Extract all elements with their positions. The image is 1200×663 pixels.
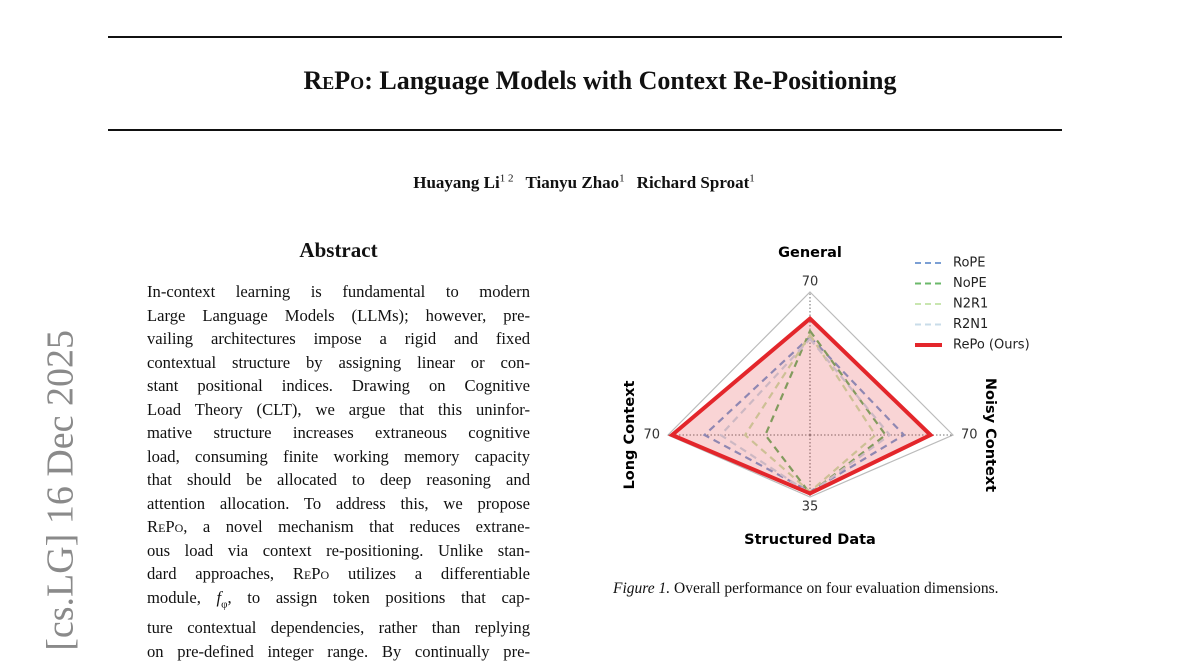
abstract-line: load, consuming finite working memory ca… (147, 445, 530, 469)
smallcaps-run: RePo (147, 517, 184, 536)
abstract-line: attention allocation. To address this, w… (147, 492, 530, 516)
text-run: ous load via context re-positioning. Unl… (147, 540, 530, 560)
series-polygon (719, 337, 892, 495)
abstract-line: module, fφ, to assign token positions th… (147, 586, 530, 617)
smallcaps-run: RePo (292, 564, 330, 583)
caption-text: Overall performance on four evaluation d… (670, 580, 999, 597)
abstract-line: ture contextual dependencies, rather tha… (147, 616, 530, 640)
abstract-line: that should be allocated to deep reasoni… (147, 468, 530, 492)
text-run: mative structure increases extraneous co… (147, 423, 530, 442)
text-run: dard approaches, (147, 564, 293, 583)
abstract-line: ous load via context re-positioning. Unl… (147, 539, 530, 563)
author: Richard Sproat1 (636, 172, 755, 192)
grid-ring (666, 291, 955, 498)
text-run: Large Language Models (LLMs); however, p… (147, 305, 530, 325)
legend-label: RoPE (953, 256, 985, 271)
text-run: vailing architectures impose a rigid and… (147, 329, 530, 348)
author-name: Tianyu Zhao (525, 172, 620, 192)
text-run: stant positional indices. Drawing on Cog… (147, 376, 530, 395)
text-run: , a novel mechanism that reduces extrane… (183, 517, 530, 536)
tick-label: 35 (802, 500, 819, 515)
legend-label: NoPE (953, 276, 987, 291)
title: RePo: Language Models with Context Re-Po… (0, 66, 1200, 96)
legend-label: RePo (Ours) (953, 338, 1030, 353)
top-rule (108, 36, 1062, 38)
math-symbol: f (216, 587, 222, 607)
text-run: ture contextual dependencies, rather tha… (147, 618, 530, 638)
text-run: utilizes a differentiable (329, 564, 531, 583)
arxiv-stamp: [cs.LG] 16 Dec 2025 (40, 330, 82, 648)
authors: Huayang Li1 2 Tianyu Zhao1 Richard Sproat1 (0, 172, 1168, 193)
abstract-line: stant positional indices. Drawing on Cog… (147, 374, 530, 398)
math-subscript: φ (221, 597, 228, 610)
abstract-line: dard approaches, RePo utilizes a differe… (147, 562, 530, 586)
figure: [cs.LG] 16 Dec 2025 70 70 35 70 General Noisy… (40, 245, 1030, 648)
abstract-heading: Abstract (299, 238, 378, 262)
legend-label: R2N1 (953, 317, 988, 332)
bottom-rule (108, 129, 1062, 131)
abstract-line: Large Language Models (LLMs); however, p… (147, 304, 530, 328)
author-name: Huayang Li (413, 172, 500, 192)
abstract-line: RePo, a novel mechanism that reduces ext… (147, 515, 530, 539)
author-affiliation: 1 2 (499, 172, 514, 184)
author-name: Richard Sproat (636, 172, 750, 192)
tick-label: 70 (961, 428, 978, 443)
tick-label: 70 (643, 428, 660, 443)
author: Huayang Li1 2 (413, 172, 514, 192)
abstract-line: mative structure increases extraneous co… (147, 421, 530, 445)
author: Tianyu Zhao1 (525, 172, 625, 192)
title-rest: : Language Models with Context Re-Positi… (364, 66, 897, 95)
caption: Figure 1. Overall performance on four ev… (613, 580, 999, 598)
text-run: In-context learning is fundamental to mo… (147, 282, 530, 301)
axis-name: Structured Data (744, 532, 876, 548)
axis-name: Noisy Context (982, 378, 998, 492)
text-run: load, consuming finite working memory ca… (147, 446, 530, 466)
text-run: , to assign token positions that cap- (227, 587, 530, 607)
series-polygon (668, 315, 934, 496)
legend-label: N2R1 (953, 297, 988, 312)
text-run: that should be allocated to deep reasoni… (147, 470, 530, 489)
tick-label: 70 (802, 275, 819, 290)
abstract-line: contextual structure by assigning linear… (147, 351, 530, 375)
author-affiliation: 1 (749, 172, 755, 184)
series-polygon (764, 328, 888, 496)
page: RePo: Language Models with Context Re-Po… (0, 36, 1200, 661)
abstract-line: Load Theory (CLT), we argue that this un… (147, 398, 530, 422)
text-run: module, (147, 587, 217, 607)
text-run: attention allocation. To address this, w… (147, 493, 530, 513)
text-run: Load Theory (CLT), we argue that this un… (147, 399, 530, 419)
title-smallcaps: RePo (303, 66, 365, 95)
axis-name: General (778, 245, 842, 261)
caption-label: Figure 1. (613, 580, 671, 597)
math: fφ (216, 587, 228, 610)
abstract-line: vailing architectures impose a rigid and… (147, 327, 530, 351)
axis-name: Long Context (622, 380, 638, 489)
text-run: contextual structure by assigning linear… (147, 352, 530, 372)
author-affiliation: 1 (619, 172, 625, 184)
abstract-line: In-context learning is fundamental to mo… (147, 280, 530, 304)
